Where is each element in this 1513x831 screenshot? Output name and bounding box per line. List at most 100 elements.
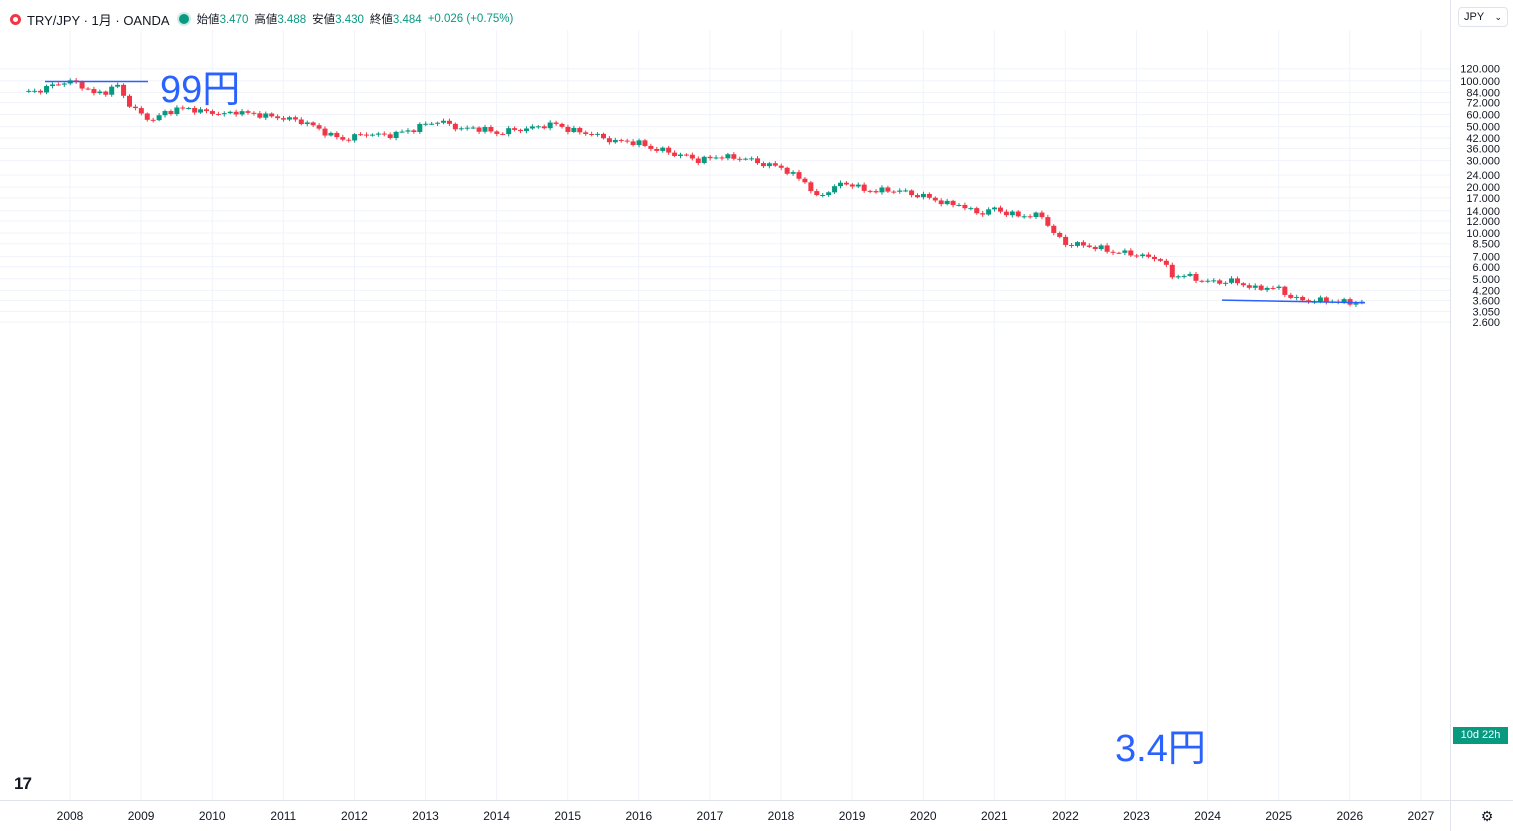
candle-body: [820, 194, 826, 196]
candle-body: [997, 207, 1003, 212]
candle-body: [1128, 250, 1134, 256]
high-value: 3.488: [277, 14, 307, 26]
candle-body: [263, 113, 269, 118]
candle-body: [571, 127, 577, 132]
candle-body: [642, 140, 648, 146]
candle-body: [612, 139, 618, 143]
candle-body: [926, 193, 932, 198]
y-tick-label: 42.000: [1466, 133, 1500, 145]
y-tick-label: 20.000: [1466, 182, 1500, 194]
candle-body: [1157, 259, 1163, 261]
change-value: +0.026 (+0.75%): [427, 13, 514, 25]
candle-body: [121, 84, 127, 96]
x-tick-label: 2012: [341, 809, 368, 823]
candle-body: [245, 111, 251, 113]
candle-body: [1163, 260, 1169, 265]
candle-body: [476, 127, 482, 132]
candle-body: [322, 128, 328, 136]
x-tick-label: 2010: [199, 809, 226, 823]
candle-body: [286, 117, 292, 120]
candle-body: [879, 187, 885, 193]
y-tick-label: 6.000: [1472, 262, 1500, 274]
candle-body: [168, 111, 174, 115]
y-tick-label: 3.600: [1472, 296, 1500, 308]
high-readout: 高値3.488: [254, 11, 306, 27]
candle-body: [446, 120, 452, 124]
candle-body: [61, 83, 67, 85]
low-readout: 安値3.430: [312, 11, 364, 27]
symbol-logo-icon: [10, 13, 21, 25]
candle-body: [1009, 211, 1015, 216]
y-tick-label: 2.600: [1472, 317, 1500, 329]
candle-body: [1229, 278, 1235, 283]
candle-body: [103, 91, 109, 95]
candle-body: [97, 91, 103, 94]
candle-body: [565, 126, 571, 132]
currency-label: JPY: [1464, 11, 1485, 23]
candle-body: [701, 156, 707, 163]
market-status-icon: [178, 14, 189, 24]
candle-body: [144, 113, 150, 120]
candle-body: [950, 200, 956, 206]
x-tick-label: 2011: [270, 809, 296, 823]
candle-body: [1288, 294, 1294, 298]
candle-body: [316, 125, 322, 129]
candle-body: [541, 126, 547, 129]
candle-body: [707, 156, 713, 159]
candle-body: [209, 111, 215, 114]
candle-body: [1074, 242, 1080, 246]
x-tick-label: 2023: [1123, 809, 1150, 823]
candle-body: [1205, 280, 1211, 282]
candle-body: [1104, 245, 1110, 252]
candle-body: [346, 139, 352, 141]
chevron-down-icon: ⌄: [1494, 11, 1502, 22]
candle-body: [494, 131, 500, 134]
candle-body: [790, 172, 796, 174]
candle-body: [198, 109, 204, 113]
candle-body: [375, 133, 381, 135]
y-tick-label: 50.000: [1466, 122, 1500, 134]
candle-body: [1294, 296, 1300, 298]
candle-body: [938, 200, 944, 205]
candle-body: [150, 119, 156, 121]
candle-body: [772, 163, 778, 166]
candle-body: [689, 154, 695, 159]
candle-body: [512, 128, 518, 130]
tradingview-logo[interactable]: 17: [14, 774, 32, 793]
close-label: 終値: [369, 14, 393, 26]
candle-body: [1240, 283, 1246, 286]
candle-body: [683, 154, 689, 156]
candle-body: [1211, 280, 1217, 282]
candle-body: [281, 118, 287, 120]
candle-body: [429, 123, 435, 125]
candle-body: [873, 191, 879, 193]
candle-body: [417, 123, 423, 133]
candle-body: [49, 84, 55, 87]
candle-body: [1080, 242, 1086, 246]
candle-body: [381, 133, 387, 135]
candle-body: [648, 145, 654, 149]
candle-body: [849, 184, 855, 187]
candle-body: [192, 108, 198, 113]
candle-body: [180, 107, 186, 109]
gear-icon[interactable]: ⚙: [1480, 808, 1494, 824]
candle-body: [1199, 280, 1205, 282]
candle-body: [1152, 256, 1158, 260]
candle-body: [832, 186, 838, 193]
candle-body: [1282, 286, 1288, 295]
y-tick-label: 8.500: [1472, 239, 1500, 251]
candle-body: [1246, 285, 1252, 288]
x-tick-label: 2018: [768, 809, 795, 823]
candle-body: [1258, 285, 1264, 290]
candle-body: [725, 154, 731, 159]
candle-body: [1181, 275, 1187, 277]
candle-body: [411, 130, 417, 133]
currency-selector[interactable]: JPY ⌄: [1458, 7, 1508, 27]
candle-body: [115, 84, 121, 87]
symbol-title[interactable]: TRY/JPY · 1月 · OANDA: [27, 12, 170, 28]
candle-body: [547, 122, 553, 129]
candle-body: [304, 122, 310, 125]
candle-body: [1098, 245, 1104, 250]
x-tick-label: 2008: [57, 809, 84, 823]
